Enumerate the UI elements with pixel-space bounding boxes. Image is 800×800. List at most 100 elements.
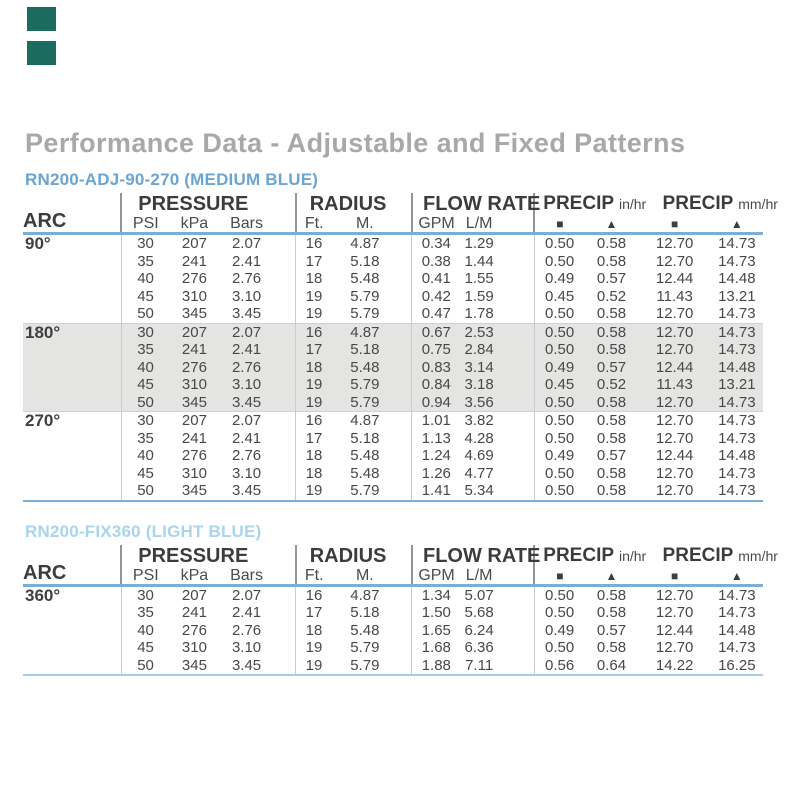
precip-in-triangle-cell: 0.58 bbox=[596, 482, 627, 499]
bars-cell: 3.45 bbox=[231, 305, 262, 322]
bars-cell: 2.07 bbox=[231, 412, 262, 429]
arc-label bbox=[23, 465, 121, 483]
psi-cell: 45 bbox=[120, 376, 170, 394]
bars-cell: 3.45 bbox=[219, 393, 274, 412]
lm-cell: 1.78 bbox=[464, 305, 494, 322]
lm-cell: 2.84 bbox=[460, 341, 499, 359]
psi-cell: 45 bbox=[120, 287, 170, 305]
m-cell: 5.48 bbox=[350, 447, 380, 464]
precip-mm-triangle-cell: 14.73 bbox=[718, 482, 756, 499]
arc-label bbox=[23, 288, 121, 306]
spacer-cell bbox=[398, 585, 412, 604]
precip-in-triangle-cell: 0.58 bbox=[596, 252, 627, 270]
triangle-icon: ▲ bbox=[730, 217, 743, 231]
spacer-cell bbox=[397, 393, 412, 412]
spacer-cell bbox=[274, 270, 296, 288]
lm-cell: 2.53 bbox=[460, 323, 499, 341]
precip-mm-triangle-cell: 14.48 bbox=[718, 621, 756, 639]
kpa-cell: 241 bbox=[181, 604, 207, 621]
gpm-cell: 0.34 bbox=[411, 233, 461, 253]
precip-mm-triangle-cell: 14.73 bbox=[718, 412, 756, 429]
column-header-kpa: kPa bbox=[180, 566, 209, 584]
gpm-cell: 1.24 bbox=[411, 447, 461, 465]
kpa-cell: 207 bbox=[181, 412, 207, 429]
gpm-cell: 1.68 bbox=[411, 639, 461, 657]
precip-mm-triangle-cell: 13.21 bbox=[718, 287, 756, 305]
precip-in-triangle-cell: 0.64 bbox=[596, 656, 627, 674]
column-group-flow-rate: FLOW RATE bbox=[410, 544, 540, 567]
square-icon: ■ bbox=[533, 566, 585, 585]
lm-cell: 4.28 bbox=[464, 429, 494, 447]
lm-cell: 3.14 bbox=[460, 358, 499, 376]
table-row: 40 276 2.76 18 5.48 0.41 1.55 0.49 0.57 12.44 14.4… bbox=[23, 270, 763, 288]
column-header-m: M. bbox=[355, 566, 374, 584]
gpm-cell: 0.94 bbox=[411, 393, 461, 412]
precip-mm-triangle-cell: 14.48 bbox=[718, 270, 756, 287]
m-cell: 5.79 bbox=[350, 305, 380, 322]
lm-cell: 6.24 bbox=[464, 621, 494, 639]
psi-cell: 40 bbox=[120, 621, 170, 639]
spacer-cell bbox=[274, 465, 296, 483]
kpa-cell: 310 bbox=[169, 376, 220, 394]
precip-in-square-cell: 0.50 bbox=[533, 393, 585, 412]
precip-mm-triangle-cell: 14.73 bbox=[718, 235, 756, 252]
table-row: 45 310 3.10 19 5.79 1.68 6.36 0.50 0.58 12.70 14.7… bbox=[23, 639, 763, 657]
m-cell: 4.87 bbox=[350, 586, 380, 604]
precip-in-triangle-cell: 0.58 bbox=[584, 393, 639, 412]
gpm-cell: 1.26 bbox=[411, 464, 461, 482]
spacer-cell bbox=[398, 447, 412, 465]
psi-cell: 40 bbox=[120, 270, 170, 288]
ft-cell: 19 bbox=[295, 305, 332, 323]
precip-label: PRECIP bbox=[662, 193, 733, 214]
precip-unit: in/hr bbox=[618, 196, 647, 212]
psi-cell: 30 bbox=[120, 323, 170, 341]
table-row: 90° 30 207 2.07 16 4.87 0.34 1.29 0.50 0.58 12.70 1… bbox=[23, 233, 763, 253]
spacer-cell bbox=[398, 657, 412, 676]
ft-cell: 19 bbox=[295, 376, 332, 394]
spacer-cell bbox=[274, 430, 296, 448]
psi-cell: 50 bbox=[120, 482, 170, 501]
lm-cell: 3.18 bbox=[460, 376, 499, 394]
precip-mm-square-cell: 12.70 bbox=[655, 252, 694, 270]
arc-label bbox=[23, 657, 121, 676]
performance-table-adjustable: ARC PRESSURE RADIUS FLOW RATE PRECIP in/… bbox=[23, 193, 778, 502]
precip-mm-triangle-cell: 14.73 bbox=[710, 393, 763, 412]
precip-in-square-cell: 0.45 bbox=[533, 287, 585, 305]
spacer bbox=[498, 567, 534, 586]
spacer-cell bbox=[498, 305, 534, 323]
gpm-cell: 1.01 bbox=[411, 411, 461, 430]
spacer bbox=[398, 567, 412, 586]
arc-label bbox=[23, 305, 121, 323]
kpa-cell: 241 bbox=[181, 429, 207, 447]
precip-mm-triangle-cell: 14.73 bbox=[718, 604, 756, 621]
column-group-precip-inhr: PRECIP in/hr bbox=[533, 193, 646, 215]
spacer-cell bbox=[398, 234, 412, 253]
column-group-pressure: PRESSURE bbox=[120, 544, 296, 567]
ft-cell: 17 bbox=[295, 429, 332, 447]
ft-cell: 18 bbox=[295, 358, 332, 376]
arc-label bbox=[23, 270, 121, 288]
precip-in-square-cell: 0.50 bbox=[533, 341, 585, 359]
precip-in-triangle-cell: 0.52 bbox=[584, 376, 639, 394]
spacer-cell bbox=[273, 358, 296, 376]
precip-in-square-cell: 0.50 bbox=[533, 411, 585, 430]
spacer-cell bbox=[397, 341, 412, 359]
spacer bbox=[274, 567, 296, 586]
spacer-cell bbox=[498, 430, 534, 448]
kpa-cell: 276 bbox=[169, 358, 220, 376]
ft-cell: 16 bbox=[295, 233, 332, 253]
triangle-icon: ▲ bbox=[730, 568, 743, 583]
precip-mm-triangle-cell: 14.73 bbox=[718, 305, 756, 322]
ft-cell: 19 bbox=[295, 656, 332, 675]
m-cell: 4.87 bbox=[331, 323, 398, 341]
bars-cell: 2.07 bbox=[231, 586, 262, 604]
arc-label bbox=[23, 447, 121, 465]
psi-cell: 30 bbox=[120, 411, 170, 430]
arc-label bbox=[23, 430, 121, 448]
spacer-cell bbox=[398, 270, 412, 288]
m-cell: 5.18 bbox=[331, 341, 398, 359]
gpm-cell: 0.41 bbox=[411, 270, 461, 288]
precip-unit: mm/hr bbox=[738, 196, 778, 212]
ft-cell: 18 bbox=[295, 464, 332, 482]
spacer-cell bbox=[273, 341, 296, 359]
